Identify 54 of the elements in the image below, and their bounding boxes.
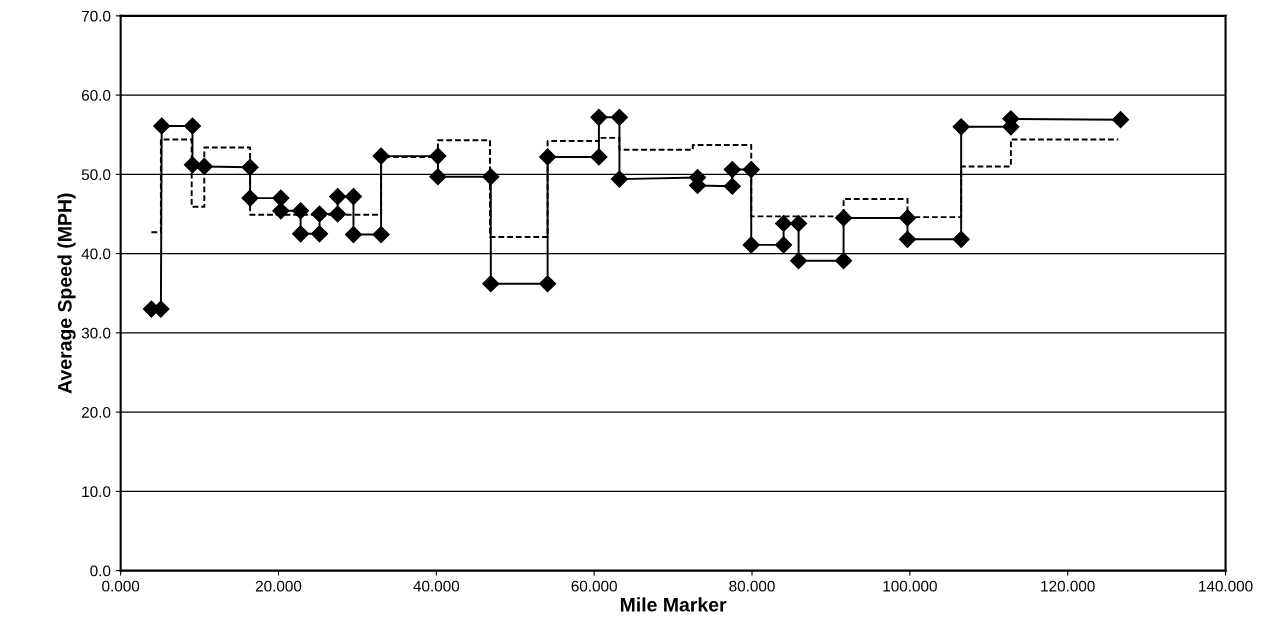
point — [272, 202, 290, 220]
y-tick-label: 40.0 — [81, 248, 111, 260]
point — [539, 148, 557, 166]
x-tick-label: 100.000 — [883, 580, 937, 592]
point — [610, 170, 628, 188]
point — [292, 225, 310, 243]
point — [372, 226, 390, 244]
point — [539, 275, 557, 293]
y-tick-label: 60.0 — [81, 89, 111, 101]
x-tick-label: 0.000 — [102, 580, 140, 592]
y-tick-label: 30.0 — [81, 327, 111, 339]
x-tick-label: 80.000 — [729, 580, 775, 592]
point — [590, 108, 608, 126]
point — [272, 189, 290, 207]
x-tick-label: 120.000 — [1041, 580, 1095, 592]
point — [329, 205, 347, 223]
point — [790, 252, 808, 270]
point — [344, 226, 363, 244]
point — [1112, 111, 1130, 129]
point — [610, 108, 628, 126]
point — [723, 177, 741, 195]
point — [898, 230, 917, 248]
y-tick-label: 70.0 — [81, 10, 111, 22]
point — [329, 187, 347, 206]
y-axis-title: Average Speed (MPH) — [57, 193, 76, 394]
point — [482, 275, 500, 293]
point — [835, 209, 853, 227]
y-tick-label: 20.0 — [81, 406, 111, 418]
point — [292, 202, 310, 220]
x-axis-title: Mile Marker — [620, 597, 727, 612]
point — [429, 168, 447, 186]
x-tick-label: 40.000 — [413, 580, 460, 592]
point — [153, 117, 171, 135]
y-tick-label: 50.0 — [81, 169, 111, 181]
point — [952, 118, 970, 136]
y-tick-label: 0.0 — [90, 565, 111, 577]
point — [742, 236, 760, 254]
x-tick-label: 20.000 — [255, 580, 302, 592]
point — [775, 214, 793, 233]
point — [952, 230, 970, 248]
point — [183, 117, 202, 135]
point — [590, 148, 608, 166]
point — [723, 161, 741, 179]
point — [790, 214, 808, 233]
x-tick-label: 140.000 — [1199, 580, 1253, 592]
point — [835, 252, 853, 270]
point — [310, 205, 329, 223]
point — [775, 236, 793, 254]
point — [344, 187, 363, 206]
point — [310, 225, 329, 243]
point — [742, 161, 760, 179]
y-tick-label: 10.0 — [82, 486, 111, 498]
x-tick-label: 60.000 — [571, 580, 617, 592]
point — [898, 209, 917, 227]
